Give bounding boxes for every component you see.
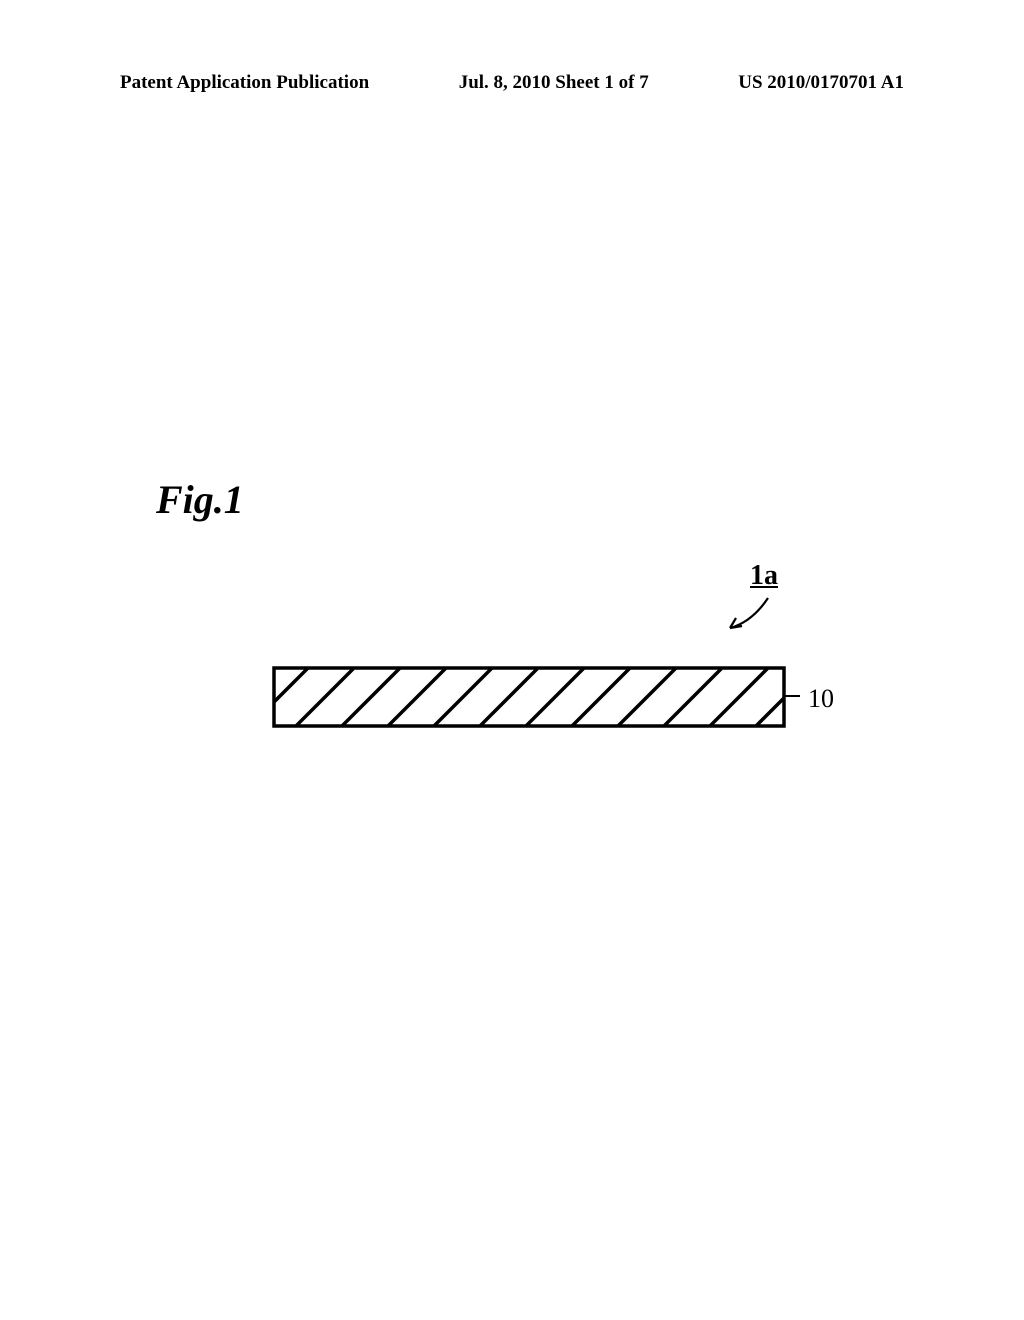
hatch-line [598, 660, 696, 740]
leader-curve-1a [730, 598, 768, 628]
header-right: US 2010/0170701 A1 [738, 72, 904, 94]
hatch-line [270, 660, 328, 740]
hatch-line [322, 660, 420, 740]
hatch-line [368, 660, 466, 740]
reference-1a: 1a [750, 560, 778, 592]
hatch-group [270, 660, 810, 740]
hatch-line [736, 660, 810, 740]
hatch-line [690, 660, 788, 740]
figure-label: Fig.1 [156, 476, 244, 523]
page-header: Patent Application Publication Jul. 8, 2… [0, 72, 1024, 94]
leader-line-1a [722, 594, 782, 634]
header-left: Patent Application Publication [120, 72, 369, 94]
hatch-line [414, 660, 512, 740]
reference-10: 10 [808, 684, 834, 714]
figure-1-drawing [270, 660, 810, 740]
hatch-line [782, 660, 810, 740]
hatch-line [552, 660, 650, 740]
hatch-line [644, 660, 742, 740]
hatch-line [506, 660, 604, 740]
hatch-line [460, 660, 558, 740]
hatch-line [276, 660, 374, 740]
header-center: Jul. 8, 2010 Sheet 1 of 7 [459, 72, 649, 94]
